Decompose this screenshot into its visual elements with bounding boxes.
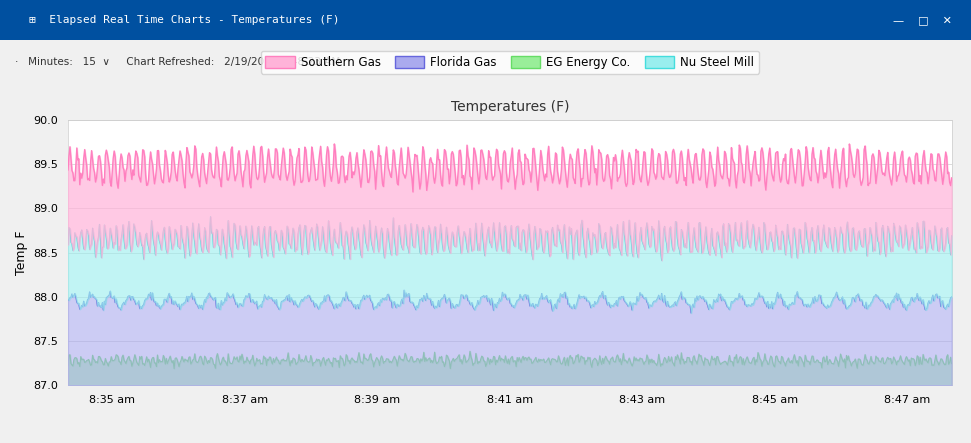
Legend: Southern Gas, Florida Gas, EG Energy Co., Nu Steel Mill: Southern Gas, Florida Gas, EG Energy Co.…	[260, 51, 759, 74]
Y-axis label: Temp F: Temp F	[15, 230, 28, 275]
Text: ⊞  Elapsed Real Time Charts - Temperatures (F): ⊞ Elapsed Real Time Charts - Temperature…	[29, 15, 340, 25]
FancyBboxPatch shape	[0, 40, 971, 80]
Text: ·   Minutes:   15  ∨     Chart Refreshed:   2/19/2018 8:48:23 AM: · Minutes: 15 ∨ Chart Refreshed: 2/19/20…	[15, 57, 340, 67]
Text: —    □    ✕: — □ ✕	[893, 15, 953, 25]
Title: Temperatures (F): Temperatures (F)	[451, 100, 569, 114]
FancyBboxPatch shape	[0, 0, 971, 40]
